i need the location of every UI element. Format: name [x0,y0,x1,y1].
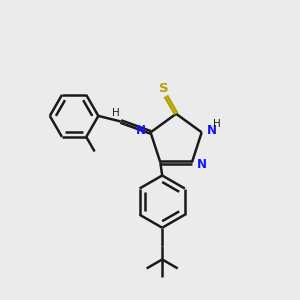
Text: N: N [136,124,146,136]
Text: N: N [206,124,217,136]
Text: H: H [112,108,120,118]
Text: S: S [159,82,169,95]
Text: H: H [214,119,221,129]
Text: N: N [196,158,206,171]
